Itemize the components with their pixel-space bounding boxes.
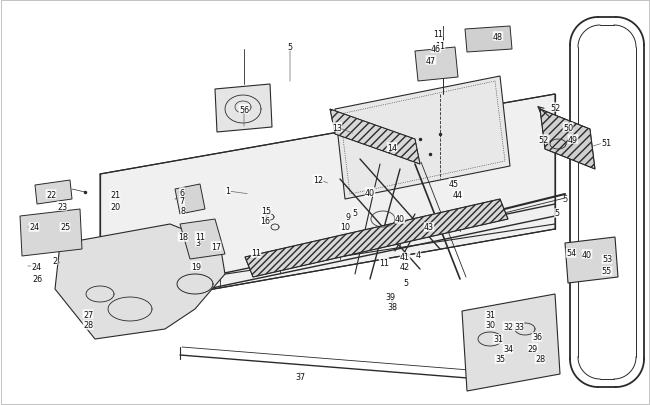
Text: 5: 5 [404,278,409,287]
Text: 22: 22 [46,190,56,199]
Text: 54: 54 [566,249,576,258]
Text: 35: 35 [495,355,505,364]
Polygon shape [215,85,272,133]
Polygon shape [20,209,82,256]
Text: 25: 25 [60,223,70,232]
Text: 28: 28 [83,321,93,330]
Text: 24: 24 [31,262,41,271]
Text: 39: 39 [385,292,395,301]
Text: 18: 18 [178,233,188,242]
Text: 4: 4 [415,251,421,260]
Text: 3: 3 [196,238,200,247]
Polygon shape [245,200,508,277]
Text: 34: 34 [503,345,513,354]
Text: 27: 27 [83,310,93,319]
Text: 5: 5 [562,195,567,204]
Text: 36: 36 [532,333,542,342]
Text: 26: 26 [32,275,42,284]
Text: 6: 6 [179,188,185,197]
Text: 56: 56 [239,105,249,114]
Text: 41: 41 [400,253,410,262]
Text: 40: 40 [395,215,405,224]
Text: 16: 16 [260,217,270,226]
Text: 11: 11 [379,258,389,267]
Text: 50: 50 [563,123,573,132]
Text: 29: 29 [528,344,538,353]
Text: 49: 49 [568,135,578,144]
Text: 40: 40 [365,188,375,197]
Polygon shape [180,220,225,259]
Text: 43: 43 [424,223,434,232]
Text: 40: 40 [582,250,592,259]
Polygon shape [462,294,560,391]
Text: 45: 45 [449,179,459,188]
Polygon shape [100,95,555,309]
Text: 12: 12 [313,175,323,184]
Text: 15: 15 [261,207,271,216]
Text: 9: 9 [345,213,350,222]
Text: 13: 13 [332,123,342,132]
Text: 5: 5 [287,43,292,51]
Text: 1: 1 [226,187,231,196]
Text: 44: 44 [453,191,463,200]
Polygon shape [540,110,595,170]
Text: 10: 10 [340,223,350,232]
Text: 11: 11 [435,41,445,50]
Text: 5: 5 [352,208,358,217]
Text: 20: 20 [110,202,120,211]
Text: 21: 21 [110,191,120,200]
Text: 31: 31 [493,335,503,344]
Text: 2: 2 [53,256,58,265]
Polygon shape [415,48,458,82]
Text: 30: 30 [485,321,495,330]
Polygon shape [55,224,225,339]
Polygon shape [35,181,72,205]
Polygon shape [330,110,420,164]
Polygon shape [565,237,618,284]
Text: 24: 24 [29,223,39,232]
Text: 8: 8 [181,207,185,216]
Text: 14: 14 [387,143,397,152]
Polygon shape [335,77,510,200]
Text: 42: 42 [400,263,410,272]
Polygon shape [175,185,205,215]
Text: 52: 52 [551,103,561,112]
Text: 23: 23 [57,202,67,211]
Text: 48: 48 [493,32,503,41]
Text: 38: 38 [387,303,397,312]
Text: 32: 32 [503,322,513,331]
Text: 37: 37 [295,373,305,382]
Text: 5: 5 [554,209,560,218]
Text: 47: 47 [426,56,436,65]
Text: 19: 19 [191,262,201,271]
Text: 28: 28 [535,355,545,364]
Text: 46: 46 [431,45,441,53]
Text: 55: 55 [602,267,612,276]
Text: 11: 11 [251,249,261,258]
Text: 7: 7 [179,197,185,206]
Text: 53: 53 [602,255,612,264]
Text: 51: 51 [601,138,611,147]
Text: 11: 11 [195,232,205,241]
Text: 31: 31 [485,311,495,320]
Polygon shape [465,27,512,53]
Text: 33: 33 [514,322,524,331]
Text: 52: 52 [539,135,549,144]
Text: 11: 11 [433,30,443,38]
Text: 17: 17 [211,242,221,251]
